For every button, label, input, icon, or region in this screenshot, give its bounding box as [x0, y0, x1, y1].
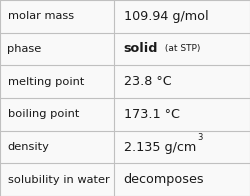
Text: melting point: melting point: [8, 77, 84, 87]
Text: solid: solid: [124, 43, 158, 55]
Text: phase: phase: [8, 44, 42, 54]
Text: decomposes: decomposes: [124, 173, 204, 186]
Text: 109.94 g/mol: 109.94 g/mol: [124, 10, 208, 23]
Text: (at STP): (at STP): [162, 44, 200, 54]
Text: 3: 3: [197, 133, 202, 142]
Text: 23.8 °C: 23.8 °C: [124, 75, 172, 88]
Text: molar mass: molar mass: [8, 11, 74, 21]
Text: solubility in water: solubility in water: [8, 175, 109, 185]
Text: boiling point: boiling point: [8, 109, 79, 119]
Text: density: density: [8, 142, 50, 152]
Text: 2.135 g/cm: 2.135 g/cm: [124, 141, 196, 153]
Text: 173.1 °C: 173.1 °C: [124, 108, 180, 121]
